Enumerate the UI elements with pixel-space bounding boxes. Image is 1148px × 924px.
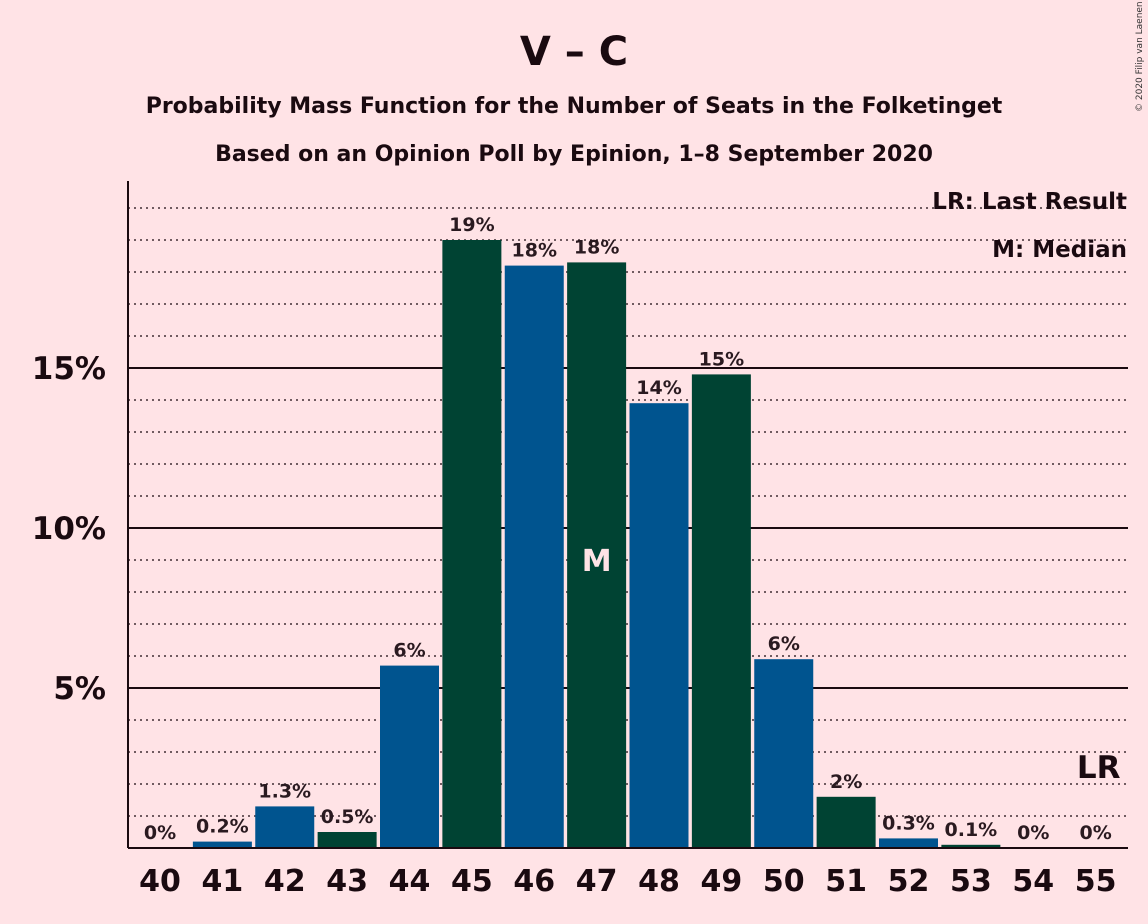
bar bbox=[816, 796, 876, 848]
data-label: 0% bbox=[1017, 822, 1049, 844]
x-tick-label: 54 bbox=[1012, 864, 1054, 899]
bar bbox=[255, 806, 315, 848]
data-label: 0.3% bbox=[882, 812, 935, 834]
median-marker: M bbox=[582, 544, 612, 579]
x-tick-label: 43 bbox=[326, 864, 368, 899]
x-tick-label: 52 bbox=[888, 864, 930, 899]
data-label: 6% bbox=[768, 633, 800, 655]
data-label: 0.2% bbox=[196, 816, 249, 838]
x-tick-label: 50 bbox=[763, 864, 805, 899]
legend-median: M: Median bbox=[992, 237, 1127, 263]
x-tick-label: 49 bbox=[701, 864, 743, 899]
x-tick-label: 55 bbox=[1075, 864, 1117, 899]
bar bbox=[317, 832, 377, 848]
legend-last-result: LR: Last Result bbox=[932, 189, 1127, 215]
x-tick-label: 45 bbox=[451, 864, 493, 899]
y-tick-label: 10% bbox=[32, 511, 106, 547]
data-label: 0% bbox=[1079, 822, 1111, 844]
x-tick-label: 53 bbox=[950, 864, 992, 899]
data-label: 14% bbox=[636, 377, 681, 399]
y-tick-label: 5% bbox=[53, 671, 106, 707]
data-label: 1.3% bbox=[258, 780, 311, 802]
bar bbox=[754, 659, 814, 848]
x-tick-label: 44 bbox=[389, 864, 431, 899]
bar bbox=[691, 374, 751, 848]
data-label: 0.5% bbox=[321, 806, 374, 828]
x-tick-label: 41 bbox=[202, 864, 244, 899]
x-tick-label: 46 bbox=[513, 864, 555, 899]
axes: 5% 10% 15% 40 41 42 43 44 45 46 47 48 49 50 51 52 53 54 55 bbox=[32, 181, 1128, 899]
data-label: 2% bbox=[830, 771, 862, 793]
bars bbox=[192, 240, 1001, 849]
bar bbox=[629, 403, 689, 848]
data-label: 0% bbox=[144, 822, 176, 844]
data-label: 15% bbox=[699, 348, 744, 370]
bar bbox=[504, 265, 564, 849]
data-label: 19% bbox=[449, 214, 494, 236]
data-label: 6% bbox=[393, 640, 425, 662]
copyright-notice: © 2020 Filip van Laenen bbox=[1135, 1, 1145, 112]
gridlines bbox=[128, 207, 1128, 817]
x-tick-label: 51 bbox=[825, 864, 867, 899]
x-tick-label: 48 bbox=[638, 864, 680, 899]
last-result-marker: LR bbox=[1077, 750, 1121, 786]
chart-subtitle-line1: Probability Mass Function for the Number… bbox=[146, 94, 1003, 119]
bar bbox=[380, 665, 439, 848]
chart-subtitle-line2: Based on an Opinion Poll by Epinion, 1–8… bbox=[215, 142, 933, 167]
x-tick-label: 47 bbox=[576, 864, 618, 899]
x-tick-label: 40 bbox=[139, 864, 181, 899]
bar bbox=[442, 240, 502, 848]
bar bbox=[567, 262, 627, 848]
bar bbox=[192, 841, 252, 848]
chart-title: V – C bbox=[520, 29, 628, 75]
y-tick-label: 15% bbox=[32, 351, 106, 387]
data-label: 18% bbox=[574, 236, 619, 258]
bar bbox=[941, 844, 1001, 848]
bar bbox=[879, 838, 938, 848]
data-labels: 0% 0.2% 1.3% 0.5% 6% 19% 18% 18% M 14% 15% 6% 2% 0.3%… bbox=[144, 214, 1121, 844]
x-tick-label: 42 bbox=[264, 864, 306, 899]
data-label: 0.1% bbox=[945, 819, 998, 841]
data-label: 18% bbox=[512, 240, 557, 262]
